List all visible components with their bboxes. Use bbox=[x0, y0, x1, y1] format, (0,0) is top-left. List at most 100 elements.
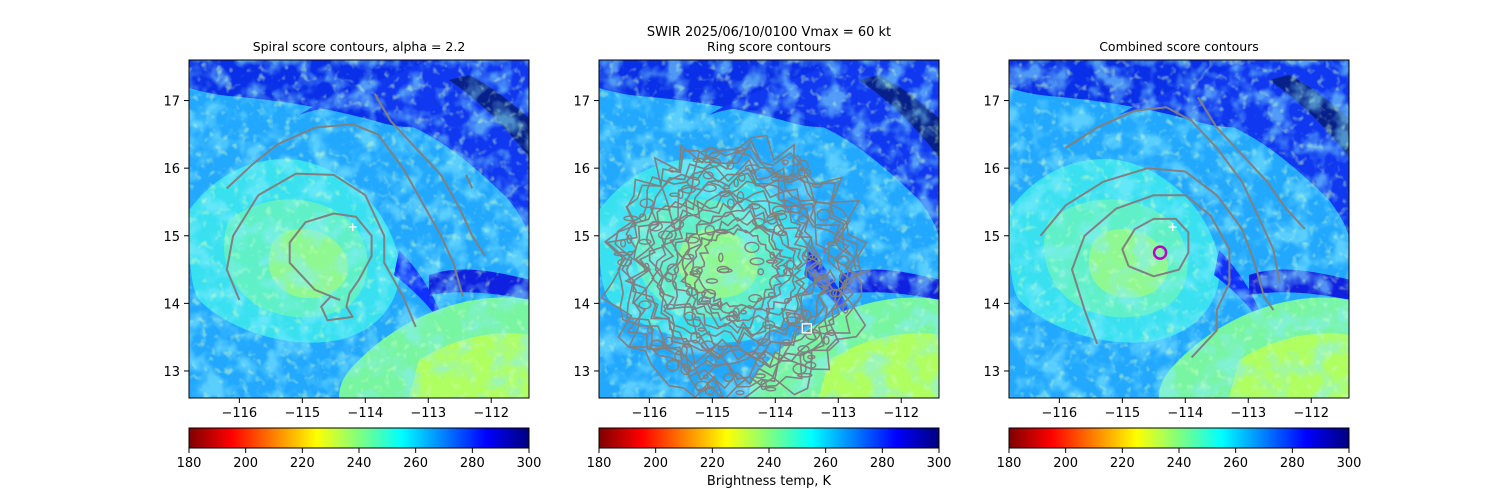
ring-contour-blob bbox=[849, 264, 862, 276]
contour-line bbox=[226, 123, 464, 297]
colorbar-tick-label: 260 bbox=[403, 456, 428, 471]
ring-contour-blob bbox=[733, 178, 739, 188]
x-tick-label: −112 bbox=[473, 406, 509, 421]
y-tick-label: 16 bbox=[573, 162, 590, 177]
speckle-texture bbox=[189, 60, 529, 398]
ring-contour-blob bbox=[706, 379, 717, 390]
ring-contour-blob bbox=[734, 146, 746, 152]
ring-contour-blob bbox=[789, 204, 802, 214]
y-tick-label: 14 bbox=[163, 297, 180, 312]
ring-contour-blob bbox=[663, 303, 675, 310]
colorbar-label: Brightness temp, K bbox=[707, 474, 832, 489]
best-center-marker bbox=[1152, 245, 1168, 260]
ring-contour-line bbox=[671, 203, 806, 336]
ring-contour-blob bbox=[649, 339, 664, 351]
ring-contour-blob bbox=[689, 270, 699, 275]
contour-line bbox=[465, 174, 474, 189]
ring-contour-blob bbox=[784, 297, 791, 304]
colorbar-tick-label: 240 bbox=[347, 456, 372, 471]
ring-contour-blob bbox=[736, 191, 745, 204]
ring-contour-blob bbox=[726, 198, 735, 209]
y-tick-label: 13 bbox=[163, 365, 180, 380]
colorbars: 180 200 220 240 260 280 300 180 200 220 240 260 280 3… bbox=[177, 427, 1361, 471]
ring-contour-blob bbox=[786, 259, 795, 271]
ring-contour-blob bbox=[781, 159, 789, 166]
y-tick-label: 17 bbox=[983, 95, 1000, 110]
ring-contour-blob bbox=[735, 390, 745, 396]
y-tick-label: 14 bbox=[573, 297, 590, 312]
colorbar-gradient bbox=[598, 427, 940, 449]
satellite-image bbox=[599, 60, 939, 398]
ring-contour-blob bbox=[657, 230, 673, 240]
ring-contours bbox=[600, 134, 871, 398]
ring-contour-blob bbox=[842, 303, 849, 314]
ring-contour-blob bbox=[700, 340, 715, 350]
ring-contour-blob bbox=[684, 236, 700, 244]
ring-contour-blob bbox=[740, 309, 747, 315]
ring-contour-blob bbox=[680, 344, 688, 357]
ring-contour-blob bbox=[722, 373, 735, 383]
ring-contour-blob bbox=[757, 268, 765, 276]
ring-contour-blob bbox=[748, 294, 763, 303]
panel-title: Ring score contours bbox=[707, 39, 831, 54]
colorbar-tick-label: 300 bbox=[927, 456, 952, 471]
ring-contour-blob bbox=[795, 316, 806, 324]
panel-2: Ring score contours −116 −115 −114 −113 −112 1… bbox=[573, 39, 940, 421]
ring-contour-blob bbox=[710, 304, 723, 310]
y-tick-label: 17 bbox=[163, 95, 180, 110]
center-plus-marker bbox=[1168, 222, 1177, 231]
ring-contour-blob bbox=[617, 258, 633, 267]
y-tick-label: 17 bbox=[573, 95, 590, 110]
axes-frame bbox=[598, 59, 940, 399]
ring-contour-line bbox=[654, 189, 823, 355]
ring-contour-blob bbox=[682, 253, 695, 260]
colorbar-tick-label: 280 bbox=[870, 456, 895, 471]
contour-line bbox=[1065, 106, 1281, 284]
contour-line bbox=[1197, 96, 1306, 230]
ring-contour-blob bbox=[807, 354, 816, 360]
ring-contour-blob bbox=[793, 308, 808, 320]
contour-line bbox=[1121, 217, 1190, 278]
ring-contour-blob bbox=[702, 171, 714, 180]
ring-contour-blob bbox=[674, 350, 684, 362]
ring-contour-blob bbox=[750, 169, 757, 175]
y-tick-label: 16 bbox=[163, 162, 180, 177]
satellite-image bbox=[189, 60, 529, 398]
ring-contour-blob bbox=[756, 338, 772, 347]
ring-contour-blob bbox=[716, 301, 723, 308]
ring-contour-blob bbox=[826, 241, 839, 247]
ring-contour-blob bbox=[797, 345, 810, 353]
colorbar-tick-label: 280 bbox=[460, 456, 485, 471]
x-tick-label: −116 bbox=[1042, 406, 1078, 421]
ring-contour-blob bbox=[773, 224, 785, 236]
ring-contour-blob bbox=[697, 327, 706, 332]
ring-contour-blob bbox=[773, 212, 788, 221]
ring-contour-blob bbox=[823, 335, 830, 346]
ring-contour-blob bbox=[804, 361, 817, 369]
colorbar-gradient bbox=[1008, 427, 1350, 449]
x-tick-label: −116 bbox=[222, 406, 258, 421]
ring-contour-line bbox=[624, 158, 852, 380]
ring-contour-blob bbox=[815, 275, 831, 288]
ring-contour-blob bbox=[770, 175, 786, 182]
ring-contour-blob bbox=[623, 215, 639, 222]
colorbar-tick-label: 220 bbox=[1110, 456, 1135, 471]
y-tick-label: 13 bbox=[983, 365, 1000, 380]
ring-contour-blob bbox=[776, 264, 788, 277]
ring-contour-blob bbox=[638, 300, 652, 310]
x-tick-label: −115 bbox=[694, 406, 730, 421]
panel-1: Spiral score contours, alpha = 2.2 −116 −1… bbox=[163, 39, 530, 421]
speckle-texture bbox=[1009, 60, 1349, 398]
y-tick-label: 15 bbox=[573, 230, 590, 245]
ring-contour-blob bbox=[638, 213, 647, 222]
x-tick-label: −114 bbox=[1167, 406, 1203, 421]
ring-contour-blob bbox=[783, 316, 799, 324]
ring-contour-blob bbox=[685, 287, 698, 297]
y-tick-label: 14 bbox=[983, 297, 1000, 312]
ring-contour-blob bbox=[690, 331, 702, 344]
colorbar-tick-label: 180 bbox=[587, 456, 612, 471]
ring-contour-blob bbox=[705, 278, 719, 284]
ring-contour-blob bbox=[648, 221, 663, 232]
ring-contour-line bbox=[600, 134, 868, 398]
